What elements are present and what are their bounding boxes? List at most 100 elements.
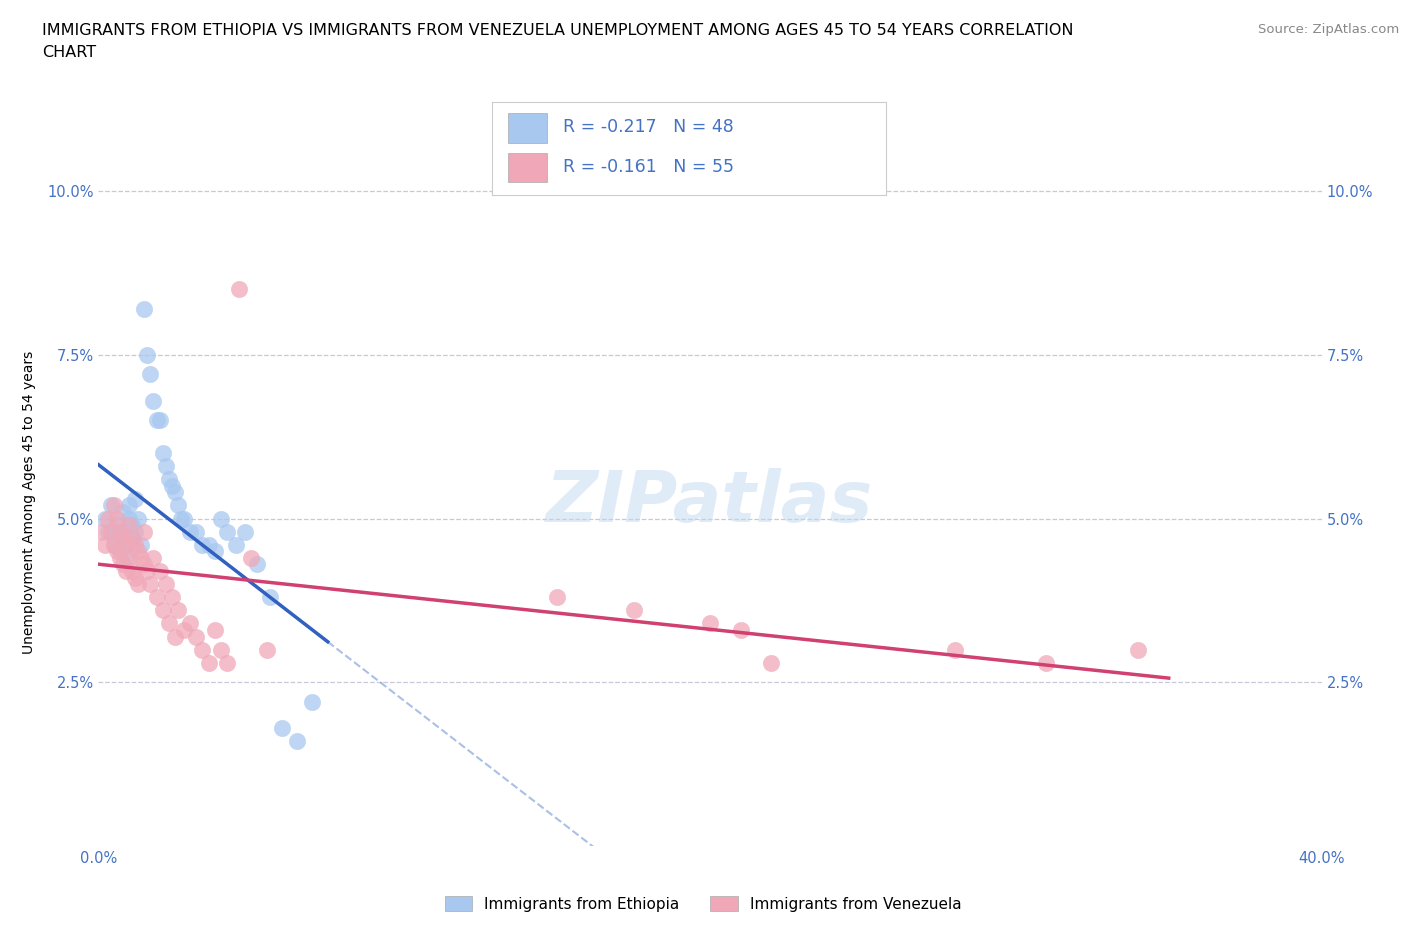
Point bbox=[134, 301, 156, 316]
Point bbox=[197, 656, 219, 671]
Point bbox=[170, 512, 193, 526]
Text: Source: ZipAtlas.com: Source: ZipAtlas.com bbox=[1258, 23, 1399, 36]
Point bbox=[108, 525, 131, 539]
Point bbox=[108, 544, 131, 559]
Point bbox=[103, 538, 125, 552]
Text: R = -0.217   N = 48: R = -0.217 N = 48 bbox=[562, 118, 734, 137]
Point bbox=[97, 512, 120, 526]
Point bbox=[145, 590, 167, 604]
Point bbox=[163, 485, 186, 499]
Point bbox=[157, 472, 180, 486]
Point bbox=[155, 577, 177, 591]
Point bbox=[145, 413, 167, 428]
Point bbox=[134, 525, 156, 539]
Point bbox=[225, 538, 247, 552]
Point bbox=[191, 538, 214, 552]
Point bbox=[209, 512, 232, 526]
Point bbox=[546, 590, 568, 604]
Point bbox=[186, 525, 208, 539]
Point bbox=[121, 564, 143, 578]
Text: R = -0.161   N = 55: R = -0.161 N = 55 bbox=[562, 158, 734, 177]
Point bbox=[90, 525, 112, 539]
Point bbox=[105, 512, 128, 526]
Point bbox=[142, 393, 165, 408]
Point bbox=[139, 367, 162, 382]
FancyBboxPatch shape bbox=[508, 113, 547, 143]
Point bbox=[179, 525, 201, 539]
Point bbox=[103, 538, 125, 552]
Point bbox=[127, 512, 149, 526]
Point bbox=[105, 518, 128, 533]
Point bbox=[152, 603, 174, 618]
Point bbox=[155, 458, 177, 473]
Point bbox=[149, 564, 172, 578]
Point bbox=[270, 721, 292, 736]
Point bbox=[167, 498, 190, 513]
Text: ZIPatlas: ZIPatlas bbox=[547, 468, 873, 537]
Point bbox=[124, 570, 146, 585]
Point bbox=[100, 525, 122, 539]
Point bbox=[118, 498, 141, 513]
Text: IMMIGRANTS FROM ETHIOPIA VS IMMIGRANTS FROM VENEZUELA UNEMPLOYMENT AMONG AGES 45: IMMIGRANTS FROM ETHIOPIA VS IMMIGRANTS F… bbox=[42, 23, 1074, 38]
Point bbox=[129, 538, 152, 552]
Point bbox=[124, 491, 146, 506]
Point bbox=[209, 643, 232, 658]
Point bbox=[1128, 643, 1150, 658]
Point bbox=[943, 643, 966, 658]
Point bbox=[115, 538, 138, 552]
Point bbox=[111, 505, 134, 520]
Point bbox=[256, 643, 278, 658]
Text: CHART: CHART bbox=[42, 45, 96, 60]
Point bbox=[173, 512, 195, 526]
Point bbox=[233, 525, 256, 539]
Point bbox=[97, 525, 120, 539]
Point bbox=[285, 734, 308, 749]
Point bbox=[204, 622, 226, 637]
Point bbox=[259, 590, 281, 604]
Point bbox=[160, 478, 183, 493]
Point bbox=[100, 498, 122, 513]
Point bbox=[105, 544, 128, 559]
Point bbox=[136, 564, 159, 578]
Point bbox=[173, 622, 195, 637]
Point bbox=[191, 643, 214, 658]
Point bbox=[108, 531, 131, 546]
Point bbox=[127, 544, 149, 559]
Point bbox=[93, 538, 115, 552]
FancyBboxPatch shape bbox=[508, 153, 547, 182]
Point bbox=[118, 512, 141, 526]
Point bbox=[118, 551, 141, 565]
Point bbox=[179, 616, 201, 631]
Point bbox=[103, 525, 125, 539]
Point bbox=[134, 557, 156, 572]
Point bbox=[124, 538, 146, 552]
Point bbox=[121, 531, 143, 546]
Point bbox=[699, 616, 721, 631]
Point bbox=[124, 525, 146, 539]
Point bbox=[103, 498, 125, 513]
Point bbox=[163, 629, 186, 644]
Point bbox=[623, 603, 645, 618]
Point bbox=[149, 413, 172, 428]
Point bbox=[129, 551, 152, 565]
Point bbox=[759, 656, 782, 671]
Point bbox=[121, 518, 143, 533]
Point bbox=[240, 551, 263, 565]
Point bbox=[118, 518, 141, 533]
Point bbox=[167, 603, 190, 618]
Point bbox=[160, 590, 183, 604]
Point bbox=[301, 695, 323, 710]
Point bbox=[111, 525, 134, 539]
Point bbox=[197, 538, 219, 552]
Point bbox=[108, 551, 131, 565]
Point bbox=[115, 551, 138, 565]
Point bbox=[246, 557, 269, 572]
Point bbox=[204, 544, 226, 559]
Point bbox=[1035, 656, 1057, 671]
Point bbox=[115, 538, 138, 552]
Point bbox=[186, 629, 208, 644]
Point bbox=[215, 656, 238, 671]
Y-axis label: Unemployment Among Ages 45 to 54 years: Unemployment Among Ages 45 to 54 years bbox=[22, 351, 37, 654]
Point bbox=[152, 445, 174, 460]
Point bbox=[121, 531, 143, 546]
